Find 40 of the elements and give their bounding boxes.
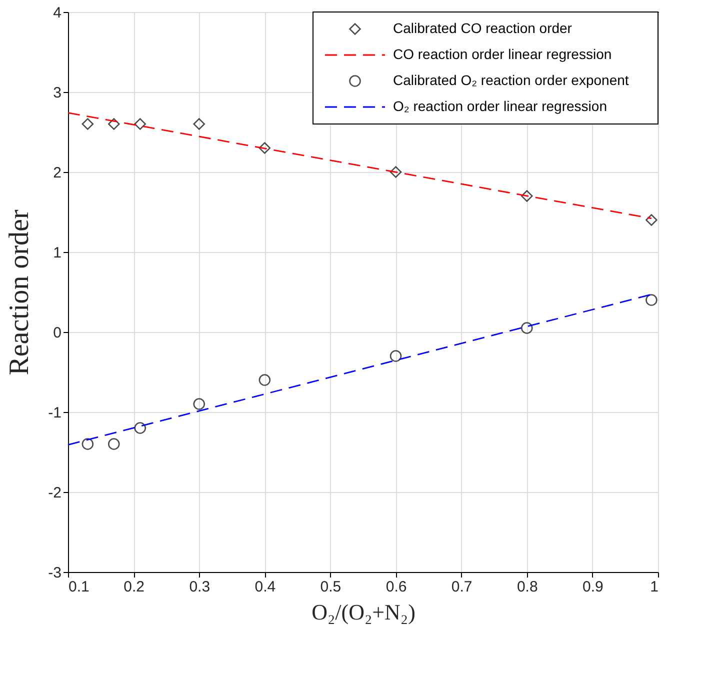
point <box>108 438 120 450</box>
point <box>646 294 658 306</box>
legend-label: O₂ reaction order linear regression <box>393 98 607 114</box>
x-tick-label: 0.9 <box>582 578 604 596</box>
x-tick-label: 0.2 <box>124 578 144 596</box>
point <box>646 214 658 226</box>
y-tick-label: 2 <box>53 164 62 182</box>
legend-label: CO reaction order linear regression <box>393 46 612 62</box>
point <box>82 118 94 130</box>
y-tick-label: -2 <box>48 484 62 502</box>
point <box>520 322 533 334</box>
x-tick-label: 0.4 <box>254 578 276 596</box>
y-tick-label: -3 <box>48 564 62 582</box>
point <box>82 438 94 450</box>
y-tick-label: 0 <box>53 324 62 342</box>
point <box>193 398 206 410</box>
point <box>520 190 533 202</box>
legend-label: Calibrated CO reaction order <box>393 20 572 36</box>
x-tick-label: 1 <box>650 578 658 596</box>
y-tick-label: 3 <box>53 84 62 102</box>
point <box>258 142 271 154</box>
y-tick-label: 4 <box>53 4 62 22</box>
point <box>390 350 402 362</box>
y-axis-title: Reaction order <box>4 209 36 376</box>
point <box>134 422 146 434</box>
point <box>108 118 120 130</box>
point <box>390 166 402 178</box>
legend-label: Calibrated O₂ reaction order exponent <box>393 72 629 88</box>
x-axis-title: O₂/(O₂+N₂) <box>312 600 416 624</box>
point <box>134 118 146 130</box>
x-tick-label: 0.6 <box>386 578 407 596</box>
point <box>258 374 271 386</box>
x-tick-label: 0.7 <box>451 578 472 596</box>
x-tick-label: 0.1 <box>68 578 90 596</box>
point <box>193 118 206 130</box>
y-tick-label: -1 <box>48 404 62 422</box>
x-tick-label: 0.5 <box>320 578 342 596</box>
x-tick-label: 0.3 <box>189 578 210 596</box>
x-tick-label: 0.8 <box>516 578 538 596</box>
y-tick-label: 1 <box>53 244 62 262</box>
